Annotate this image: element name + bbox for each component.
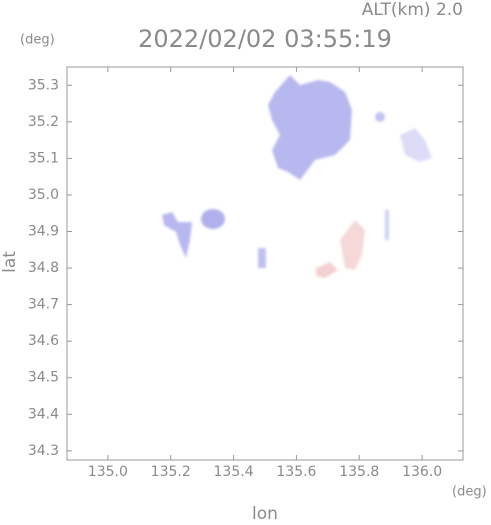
chart-title: 2022/02/02 03:55:19 bbox=[138, 25, 392, 53]
y-axis-label: lat bbox=[0, 251, 20, 273]
x-tick-label: 135.4 bbox=[214, 464, 254, 480]
y-unit: (deg) bbox=[20, 33, 55, 48]
x-tick-label: 135.8 bbox=[339, 464, 379, 480]
echo-area bbox=[385, 210, 389, 240]
plot-frame bbox=[66, 66, 464, 461]
y-tick-label: 34.4 bbox=[28, 406, 59, 422]
echo-area bbox=[201, 209, 225, 229]
x-unit: (deg) bbox=[452, 485, 487, 500]
x-tick-label: 135.6 bbox=[276, 464, 316, 480]
y-tick-label: 34.9 bbox=[28, 224, 59, 240]
x-tick-label: 136.0 bbox=[402, 464, 442, 480]
echo-areas bbox=[162, 75, 432, 278]
echo-area bbox=[375, 112, 385, 122]
y-tick-label: 35.0 bbox=[28, 187, 59, 203]
x-tick-label: 135.0 bbox=[88, 464, 128, 480]
y-tick-label: 34.7 bbox=[28, 297, 59, 313]
x-axis-label: lon bbox=[252, 504, 278, 521]
echo-area bbox=[316, 262, 338, 278]
y-tick-label: 34.3 bbox=[28, 443, 59, 459]
echo-area bbox=[258, 248, 266, 268]
y-tick-label: 34.8 bbox=[28, 260, 59, 276]
echo-area bbox=[162, 212, 192, 258]
altitude-label: ALT(km) 2.0 bbox=[362, 0, 463, 20]
y-tick-label: 35.2 bbox=[28, 114, 59, 130]
x-tick-label: 135.2 bbox=[151, 464, 191, 480]
echo-area bbox=[268, 75, 352, 180]
y-tick-label: 35.1 bbox=[28, 150, 59, 166]
y-tick-label: 35.3 bbox=[28, 77, 59, 93]
echo-area bbox=[340, 220, 365, 270]
y-tick-label: 34.6 bbox=[28, 333, 59, 349]
echo-area bbox=[400, 128, 432, 162]
y-tick-label: 34.5 bbox=[28, 370, 59, 386]
